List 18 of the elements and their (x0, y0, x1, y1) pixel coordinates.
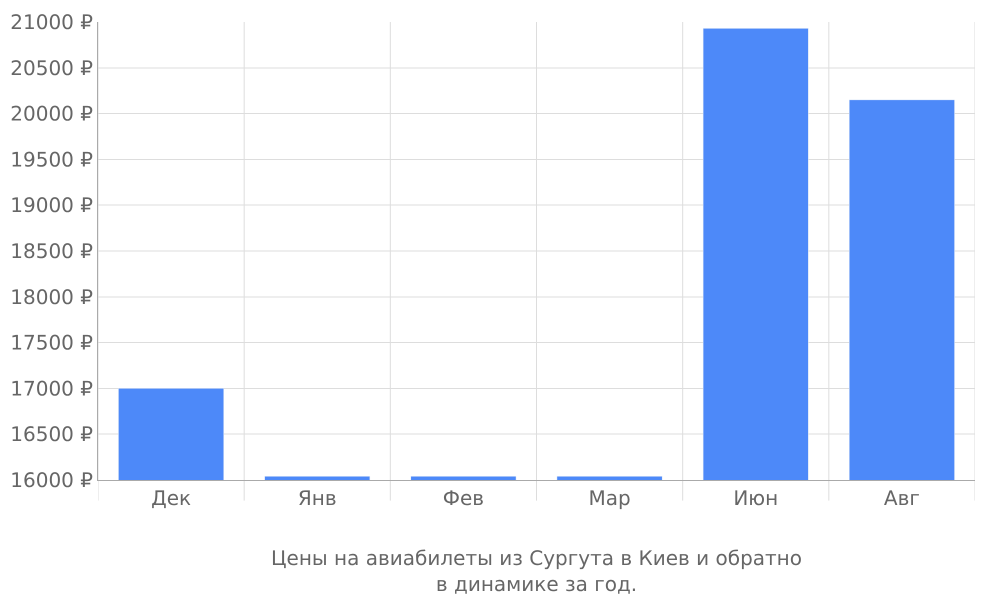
y-tick-label: 17000 ₽ (10, 376, 94, 400)
x-tick-label: Дек (151, 486, 192, 510)
y-tick-label: 19000 ₽ (10, 193, 94, 218)
y-tick-label: 18500 ₽ (10, 239, 94, 263)
y-tick-label: 19500 ₽ (10, 147, 94, 172)
x-tick-label: Авг (884, 486, 920, 510)
x-tick-label: Фев (442, 486, 484, 510)
y-tick-label: 18000 ₽ (10, 284, 94, 309)
y-tick-label: 16500 ₽ (10, 422, 94, 446)
y-tick-label: 16000 ₽ (10, 468, 94, 492)
y-tick-label: 20000 ₽ (10, 102, 94, 126)
x-tick-label: Мар (588, 486, 631, 510)
y-tick-label: 20500 ₽ (10, 56, 94, 80)
y-tick-label: 21000 ₽ (10, 10, 94, 34)
y-tick-label: 17500 ₽ (10, 330, 94, 355)
x-tick-label: Июн (733, 486, 778, 510)
x-tick-label: Янв (298, 486, 337, 510)
x-axis-title: Цены на авиабилеты из Сургута в Киев и обратно в динамике за год. (271, 546, 802, 596)
